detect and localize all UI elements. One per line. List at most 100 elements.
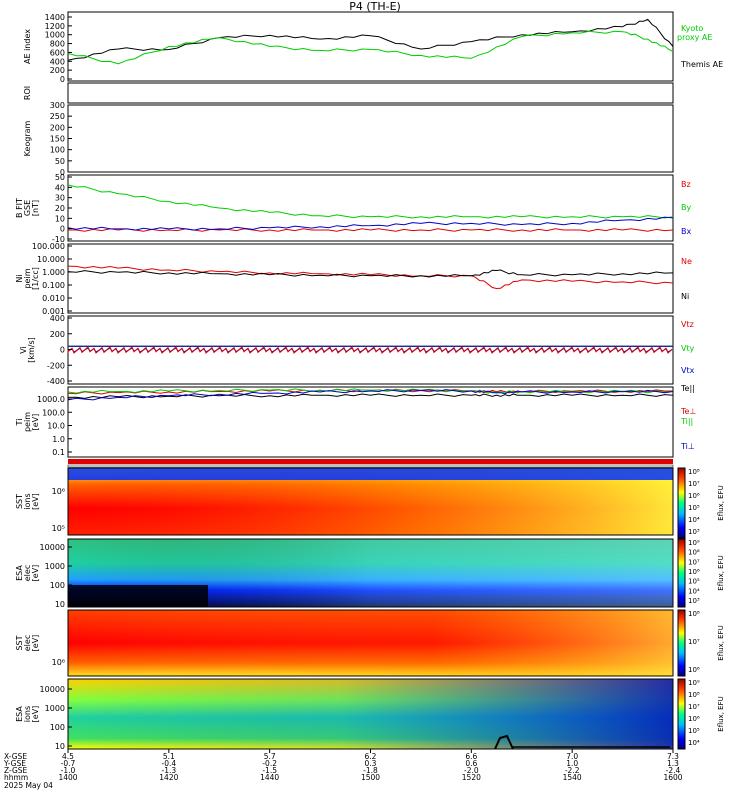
ae-ytick: 200 [50,66,65,75]
temperature-panel-legend-Te⊥: Te⊥ [680,407,696,416]
bfield-ylabel: [nT] [31,200,40,216]
bfield-panel-series-Bz [68,228,674,232]
ae-ytick: 1200 [45,22,65,31]
bfield-ytick: 0 [60,225,65,234]
esa-ion-curve [494,734,514,750]
sst-ion-colorbar-tick: 10⁶ [688,492,700,500]
density-ylabel: peim [23,268,32,288]
sst-elec-colorbar-tick: 10⁸ [688,610,700,618]
esa-elec-colorbar-tick: 10⁸ [688,549,700,557]
temperature-ylabel: Ti [15,419,24,427]
plot-title: P4 (TH-E) [349,0,401,13]
time-label-z_gse: -1.0 [61,766,76,775]
esa-ion-ylabel: ESA [15,706,24,722]
time-label-z_gse: -1.5 [262,766,277,775]
esa-elec-colorbar-tick: 10⁶ [688,568,700,576]
ae-panel-series-Kyoto proxy AE [67,30,674,65]
date-label: 2025 May 04 [4,781,53,790]
esa-ion-colorbar-tick: 10⁴ [688,739,700,747]
velocity-ylabel: Vi [19,346,28,354]
time-label-z_gse: -1.8 [363,766,378,775]
ae-ylabel: AE index [23,29,32,64]
temperature-panel-legend-Te||: Te|| [680,384,695,393]
bfield-ytick: 20 [55,204,65,213]
keogram-ytick: 300 [50,101,65,110]
esa-elec-ylabel: elec [23,565,32,581]
time-label-y_gse: -0.7 [61,759,76,768]
time-label-hhmm: 1500 [361,773,380,782]
temperature-panel-series-Ti⊥ [67,389,674,401]
sst-ion-ytick: 10⁵ [52,524,65,533]
temperature-ytick: 0.1 [52,448,65,457]
time-label-hhmm: 1520 [462,773,481,782]
temperature-panel-legend-Ti||: Ti|| [680,417,693,426]
time-label-x_gse: 7.3 [667,752,679,761]
velocity-panel-legend-Vtz: Vtz [681,320,694,329]
esa-elec-colorbar-bar [677,538,686,608]
esa-ion-colorbar-label: Eflux, EFU [717,696,725,731]
esa-elec-ylabel: [eV] [31,565,40,582]
esa-elec-ytick: 100 [50,581,65,590]
time-label-x_gse: 6.2 [365,752,377,761]
bfield-ytick: 10 [55,214,65,223]
keogram-ytick: 250 [50,112,65,121]
sst-elec-ylabel: [eV] [31,635,40,652]
esa-elec-colorbar-tick: 10⁹ [688,539,700,547]
sst-ion-colorbar-tick: 10⁷ [688,480,700,488]
temperature-panel-series-Te|| [67,393,674,399]
density-ylabel: Ni [15,274,24,282]
sst-ion-colorbar-tick: 10⁴ [688,516,700,524]
time-row-label: Y-GSE [3,759,26,768]
velocity-ytick: 200 [50,330,65,339]
time-label-y_gse: 0.3 [365,759,377,768]
ae-ytick: 400 [50,57,65,66]
velocity-panel-legend-Vtx: Vtx [681,366,695,375]
esa-elec-ytick: 10000 [40,543,65,552]
ae-ytick: 800 [50,40,65,49]
sst-elec-frame [67,609,674,677]
bfield-ylabel: B FIT [15,198,24,218]
esa-ion-ytick: 100 [50,723,65,732]
bfield-panel-frame [67,174,674,242]
time-label-hhmm: 1400 [58,773,77,782]
esa-elec-dark-region [68,585,208,607]
time-label-y_gse: 1.3 [667,759,679,768]
temperature-panel-frame [67,386,674,458]
velocity-ylabel: [km/s] [27,337,36,363]
ae-panel-series-Themis AE [67,18,674,61]
density-ytick: 0.010 [42,294,65,303]
sst-elec-colorbar-tick: 10⁶ [688,666,700,674]
esa-elec-colorbar-label: Eflux, EFU [717,555,725,590]
esa-elec-colorbar-tick: 10⁴ [688,587,700,595]
esa-ion-colorbar-tick: 10⁷ [688,703,700,711]
time-label-z_gse: -2.4 [666,766,681,775]
temperature-ytick: 100.0 [42,408,65,417]
gap-strip [67,464,674,468]
sst-ion-frame [67,467,674,536]
density-panel-legend-Ni: Ni [681,292,689,301]
ae-ytick: 1000 [45,31,65,40]
density-ylabel: [1/cc] [31,267,40,290]
time-label-y_gse: -0.2 [262,759,277,768]
sst-ion-colorbar-bar [677,467,686,539]
temperature-panel-legend-Ti⊥: Ti⊥ [680,442,695,451]
temperature-ytick: 1.0 [52,435,65,444]
time-label-hhmm: 1600 [663,773,682,782]
roi-ylabel: ROI [23,86,32,100]
esa-elec-colorbar-tick: 10⁷ [688,558,700,566]
sst-ion-ytick: 10⁶ [52,487,65,496]
sst-ion-ylabel: [eV] [31,493,40,510]
velocity-noise-red [67,346,673,354]
temperature-ylabel: peim [23,412,32,432]
esa-ion-ytick: 10 [55,742,65,751]
esa-ion-ytick: 1000 [45,704,65,713]
bfield-panel-legend-Bx: Bx [681,227,691,236]
time-label-y_gse: 1.0 [566,759,578,768]
ae-ytick: 1400 [45,13,65,22]
temperature-ytick: 1000.0 [37,395,65,404]
time-label-y_gse: -0.4 [162,759,177,768]
temperature-panel-series-Ti|| [67,388,674,394]
ae-panel-frame [67,11,674,82]
time-label-y_gse: 0.6 [465,759,477,768]
